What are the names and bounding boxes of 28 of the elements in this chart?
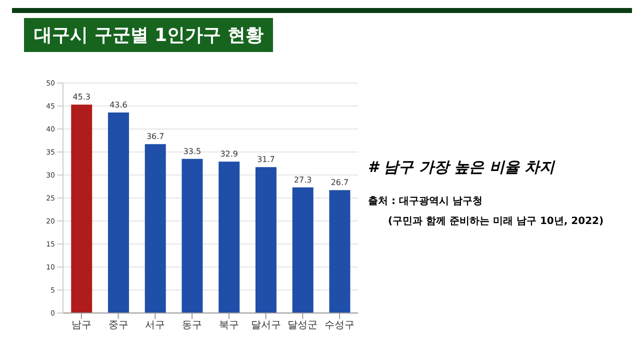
bar: [329, 190, 350, 313]
data-label: 43.6: [110, 100, 128, 110]
x-tick-label: 북구: [218, 320, 239, 332]
x-tick-label: 달서구: [250, 320, 281, 332]
bar: [255, 167, 276, 313]
data-label: 31.7: [257, 155, 275, 164]
text: # 남구 가장 높은 비율 차지: [368, 158, 555, 177]
bar: [292, 187, 314, 313]
data-label: 27.3: [294, 175, 312, 184]
bar: [108, 112, 129, 313]
source-note: 출처 : 대구광역시 남구청: [368, 195, 482, 208]
data-label: 26.7: [330, 178, 349, 188]
x-tick-label: 동구: [182, 320, 202, 332]
bar: [144, 144, 166, 313]
x-tick-label: 남구: [71, 320, 92, 332]
x-tick-label: 중구: [108, 320, 128, 332]
bar: [71, 104, 92, 313]
x-tick-label: 달성군: [288, 320, 318, 332]
x-tick-label: 수성구: [324, 320, 355, 332]
bar: [218, 162, 240, 313]
chart-title: 대구시 구군별 1인가구 현황: [24, 18, 274, 52]
x-tick-label: 서구: [145, 320, 166, 332]
data-label: 32.9: [220, 150, 238, 159]
data-label: 36.7: [146, 132, 164, 142]
text: (구민과 함께 준비하는 미래 남구 10년, 2022): [388, 215, 604, 228]
bar: [182, 158, 203, 313]
data-label: 33.5: [183, 146, 202, 156]
data-label: 45.3: [72, 92, 91, 102]
